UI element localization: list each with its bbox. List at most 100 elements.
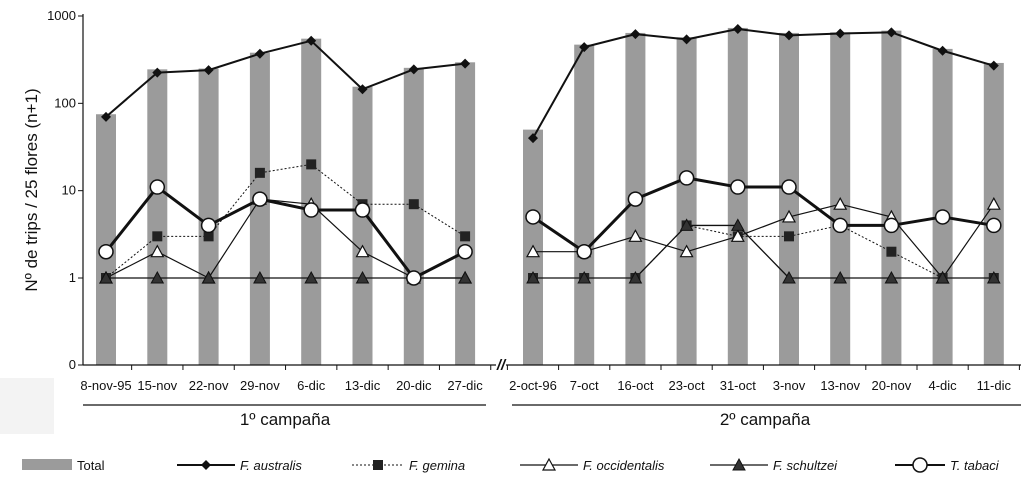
point-f-schultzei	[99, 270, 113, 284]
x-category-label: 4-dic	[929, 378, 958, 393]
bar-total	[881, 30, 902, 365]
point-f-australis	[528, 133, 538, 144]
x-category-label: 22-nov	[189, 378, 229, 393]
point-t-tabaci	[730, 179, 746, 195]
point-f-schultzei	[526, 270, 540, 284]
y-tick-label: 1000	[47, 8, 76, 23]
legend-label-f-australis: F. australis	[240, 458, 302, 473]
x-category-label: 3-nov	[773, 378, 806, 393]
legend-marker-f-occidentalis	[541, 457, 557, 471]
series-line-f-australis	[105, 39, 466, 118]
point-t-tabaci	[98, 243, 114, 260]
point-f-schultzei	[355, 270, 370, 284]
point-t-tabaci	[457, 243, 473, 260]
point-f-schultzei	[730, 218, 745, 231]
point-f-australis	[357, 84, 368, 95]
point-f-schultzei	[833, 270, 848, 284]
point-f-australis	[835, 28, 846, 39]
bar-total	[455, 62, 476, 365]
point-f-schultzei	[884, 270, 899, 284]
y-tick-label: 0	[69, 357, 76, 372]
bar-total	[352, 86, 373, 365]
point-f-occidentalis	[730, 229, 745, 242]
x-category-label: 11-dic	[977, 378, 1012, 393]
point-t-tabaci	[252, 191, 268, 207]
point-f-australis	[630, 29, 641, 40]
point-f-australis	[579, 42, 590, 53]
point-f-australis	[306, 35, 317, 46]
x-category-label: 7-oct	[570, 378, 599, 393]
point-f-occidentalis	[525, 244, 541, 258]
y-tick-label: 10	[62, 183, 76, 198]
point-f-schultzei	[935, 270, 950, 284]
x-category-label: 13-nov	[820, 378, 860, 393]
point-t-tabaci	[576, 243, 592, 260]
point-f-gemina	[203, 231, 214, 242]
point-t-tabaci	[303, 202, 319, 218]
point-f-gemina	[460, 231, 471, 242]
bar-total	[403, 67, 424, 365]
point-f-schultzei	[782, 270, 796, 284]
point-f-schultzei	[986, 270, 1001, 284]
point-f-gemina	[306, 159, 317, 170]
point-f-australis	[937, 45, 948, 56]
legend-marker-t-tabaci	[912, 457, 928, 473]
x-category-label: 8-nov-95	[80, 378, 131, 393]
legend-marker-f-schultzei	[732, 457, 746, 471]
point-f-schultzei	[253, 270, 267, 284]
legend-label-total: Total	[77, 458, 105, 473]
legend-label-f-schultzei: F. schultzei	[773, 458, 838, 473]
bar-total	[147, 69, 168, 365]
bar-total	[574, 44, 595, 366]
legend-marker-f-australis	[201, 460, 211, 470]
point-f-australis	[460, 58, 471, 69]
legend-swatch-total	[22, 459, 72, 470]
point-f-occidentalis	[833, 196, 848, 210]
axis-break-mark: //	[496, 357, 507, 374]
series-line-t-tabaci	[532, 176, 995, 254]
x-category-label: 15-nov	[137, 378, 177, 393]
point-f-schultzei	[628, 270, 643, 284]
point-t-tabaci	[986, 217, 1002, 234]
series-line-f-gemina	[105, 163, 466, 279]
point-t-tabaci	[200, 217, 217, 234]
series-line-f-occidentalis	[105, 198, 466, 279]
x-category-label: 23-oct	[669, 378, 706, 393]
point-t-tabaci	[781, 179, 797, 195]
series-line-t-tabaci	[104, 185, 466, 280]
y-axis-label: Nº de trips / 25 flores (n+1)	[22, 88, 41, 291]
point-f-australis	[152, 67, 163, 78]
point-t-tabaci	[678, 170, 695, 186]
point-f-australis	[681, 34, 692, 45]
point-f-gemina	[152, 231, 163, 242]
point-t-tabaci	[525, 209, 541, 225]
x-category-label: 2-oct-96	[509, 378, 557, 393]
point-f-australis	[254, 48, 265, 59]
x-category-label: 31-oct	[720, 378, 757, 393]
point-t-tabaci	[883, 217, 900, 234]
bar-total	[198, 68, 219, 366]
x-category-label: 27-dic	[447, 378, 483, 393]
campaign-label: 2º campaña	[720, 410, 811, 429]
point-t-tabaci	[832, 217, 848, 234]
x-category-label: 16-oct	[617, 378, 654, 393]
series-line-f-occidentalis	[533, 203, 995, 279]
bar-total	[779, 32, 799, 366]
series-line-f-australis	[532, 27, 995, 139]
point-f-australis	[408, 64, 419, 75]
point-f-occidentalis	[150, 244, 165, 258]
point-f-gemina	[784, 231, 794, 242]
x-category-label: 29-nov	[240, 378, 280, 393]
point-f-gemina	[254, 167, 265, 178]
x-category-label: 20-nov	[872, 378, 912, 393]
point-f-australis	[988, 60, 999, 71]
bar-total	[676, 37, 697, 366]
point-t-tabaci	[934, 209, 951, 225]
bar-total	[983, 62, 1004, 366]
point-f-australis	[784, 30, 794, 41]
point-f-schultzei	[304, 270, 319, 284]
point-f-schultzei	[150, 270, 165, 284]
point-f-australis	[101, 111, 111, 122]
bar-total	[249, 52, 270, 365]
background-patch	[0, 378, 54, 434]
